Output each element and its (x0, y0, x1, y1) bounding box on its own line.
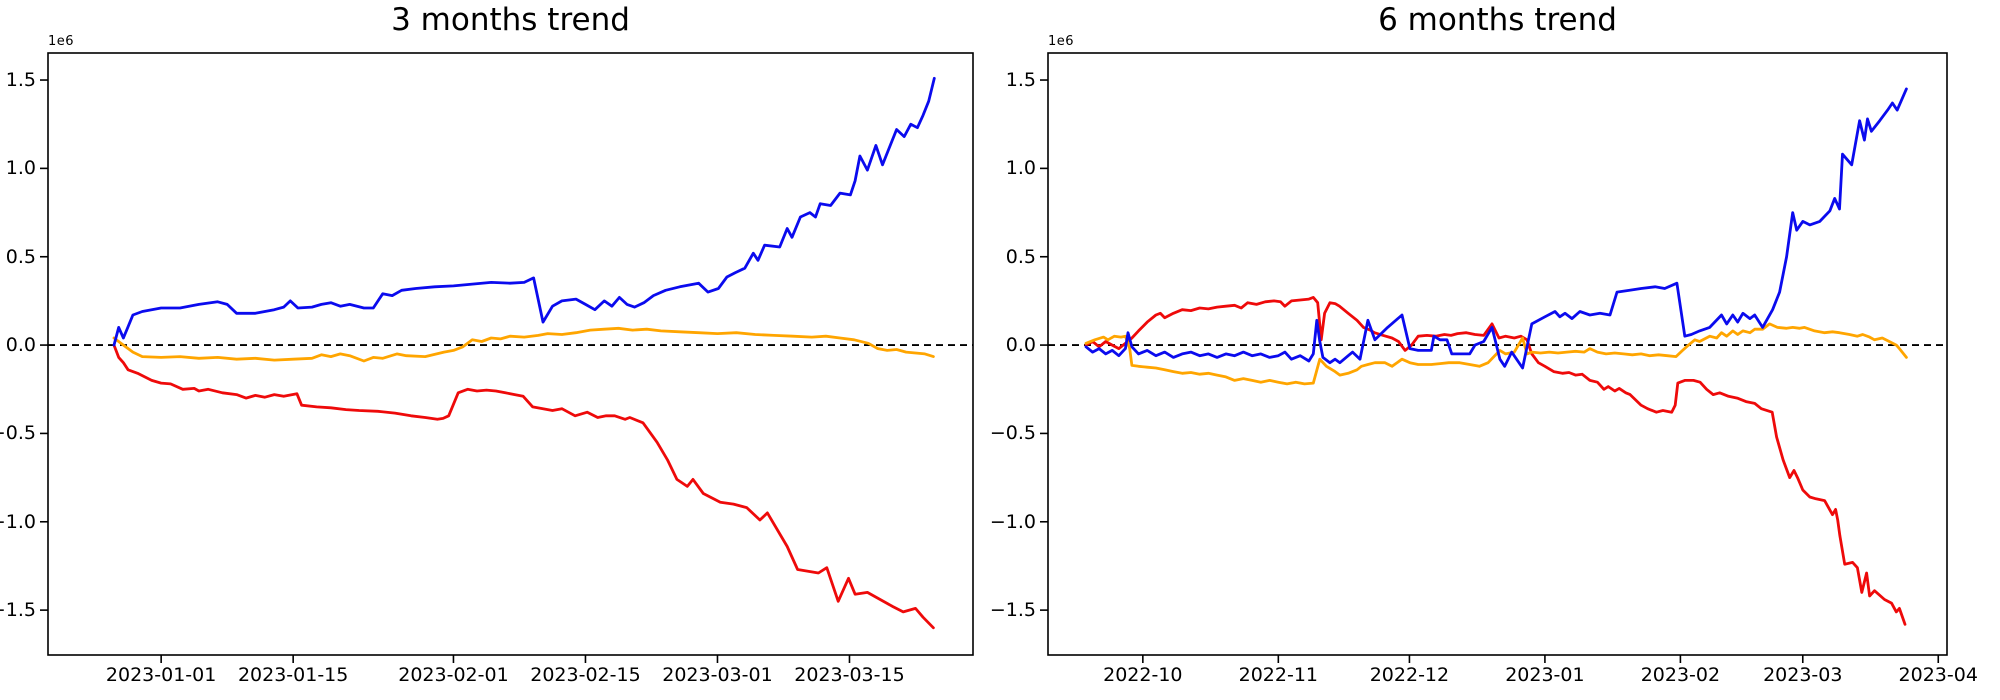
y-tick-label: 0.5 (5, 245, 36, 268)
y-tick-label: 0.0 (5, 334, 36, 357)
x-tick-label: 2023-01-01 (105, 664, 217, 686)
x-tick-label: 2023-03-01 (662, 664, 773, 686)
x-tick-label: 2022-12 (1369, 664, 1450, 686)
chart-0-orange-line (112, 326, 935, 363)
chart-title-6-months: 6 months trend (1378, 2, 1617, 38)
y-tick-label: −1.0 (989, 510, 1036, 533)
y-axis-offset-label-right: 1e6 (1048, 34, 1075, 49)
y-tick-label: 0.0 (1005, 334, 1036, 357)
y-tick-label: 0.5 (1005, 245, 1036, 268)
x-tick-label: 2023-01-15 (237, 664, 349, 686)
y-tick-label: −0.5 (989, 422, 1036, 445)
chart-1-blue-line (1084, 87, 1908, 370)
y-tick-label: −1.0 (0, 510, 36, 533)
x-tick-label: 2022-10 (1103, 664, 1183, 686)
y-tick-label: 1.0 (5, 157, 36, 180)
x-tick-label: 2023-01 (1505, 664, 1585, 686)
chart-0-red-line (112, 343, 935, 630)
y-tick-label: 1.0 (1005, 157, 1036, 180)
y-tick-label: −1.5 (0, 599, 36, 622)
y-tick-label: 1.5 (1005, 69, 1036, 92)
y-tick-label: −0.5 (0, 422, 36, 445)
chart-0-blue-line (112, 76, 936, 347)
x-tick-label: 2023-03 (1763, 664, 1843, 686)
x-tick-label: 2022-11 (1238, 664, 1318, 686)
chart-title-3-months: 3 months trend (391, 2, 630, 38)
axes-spines (47, 52, 974, 656)
y-tick-label: −1.5 (989, 599, 1036, 622)
x-tick-label: 2023-02-01 (398, 664, 509, 686)
x-tick-label: 2023-04 (1898, 664, 1978, 686)
axes-spines (1047, 52, 1948, 656)
chart-1-red-line (1084, 295, 1907, 626)
x-tick-label: 2023-02 (1640, 664, 1721, 686)
x-tick-label: 2023-02-15 (530, 664, 641, 686)
y-axis-offset-label-left: 1e6 (48, 34, 75, 49)
y-tick-label: 1.5 (5, 69, 36, 92)
x-tick-label: 2023-03-15 (794, 664, 905, 686)
chart-1-orange-line (1084, 322, 1908, 386)
